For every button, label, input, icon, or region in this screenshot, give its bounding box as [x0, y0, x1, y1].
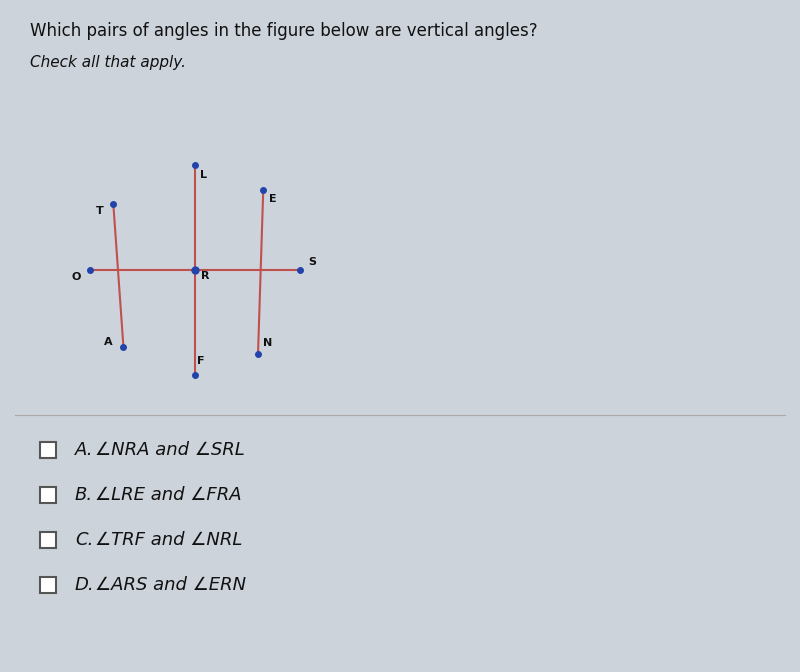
Text: ∠ARS and ∠ERN: ∠ARS and ∠ERN [95, 576, 246, 594]
Text: A: A [105, 337, 113, 347]
Text: N: N [263, 339, 272, 349]
Bar [40, 532, 56, 548]
Text: F: F [197, 356, 204, 366]
Bar [40, 442, 56, 458]
Bar [40, 487, 56, 503]
Text: ∠LRE and ∠FRA: ∠LRE and ∠FRA [95, 486, 242, 504]
Text: O: O [72, 272, 81, 282]
Text: R: R [201, 271, 210, 281]
Text: C.: C. [75, 531, 94, 549]
Text: L: L [200, 171, 207, 181]
Bar [40, 577, 56, 593]
Text: ∠NRA and ∠SRL: ∠NRA and ∠SRL [95, 441, 245, 459]
Text: S: S [309, 257, 317, 267]
Text: T: T [96, 206, 103, 216]
Text: B.: B. [75, 486, 93, 504]
Text: Check all that apply.: Check all that apply. [30, 55, 186, 70]
Text: Which pairs of angles in the figure below are vertical angles?: Which pairs of angles in the figure belo… [30, 22, 538, 40]
Text: E: E [269, 194, 277, 204]
Text: ∠TRF and ∠NRL: ∠TRF and ∠NRL [95, 531, 242, 549]
Text: D.: D. [75, 576, 94, 594]
Text: A.: A. [75, 441, 94, 459]
